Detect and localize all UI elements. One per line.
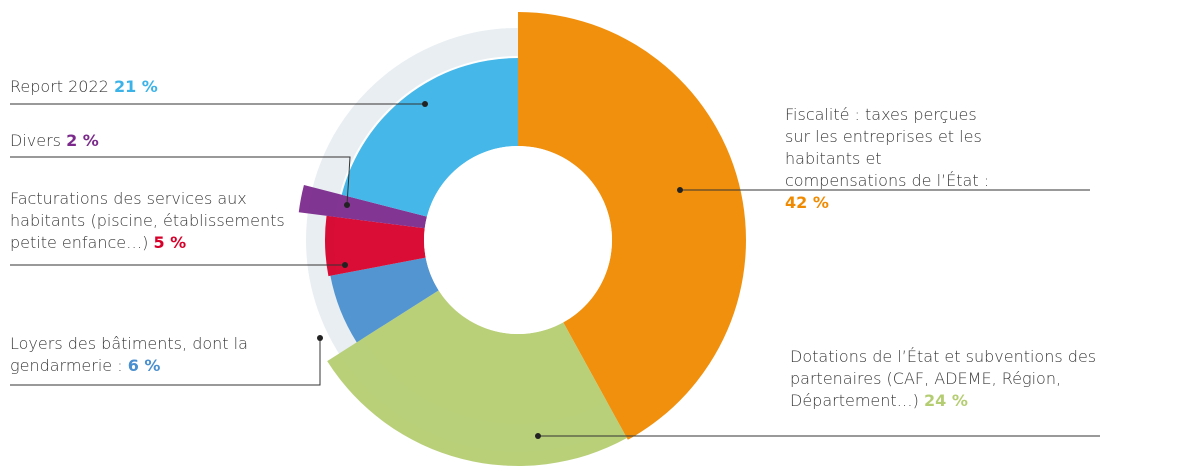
value-label: 2 %	[66, 131, 99, 150]
slice-label: Report 2022 21 %	[10, 76, 310, 98]
slice-label: Loyers des bâtiments, dont la gendarmeri…	[10, 333, 310, 377]
leader-dot	[317, 335, 323, 341]
value-label: 21 %	[114, 77, 158, 96]
leader-dot	[344, 202, 350, 208]
leader-dot	[422, 101, 428, 107]
category-label: Report 2022	[10, 77, 109, 96]
slice-label: Fiscalité : taxes perçues sur les entrep…	[785, 104, 1000, 214]
category-label: Fiscalité : taxes perçues sur les entrep…	[785, 105, 989, 190]
leader-dot	[535, 433, 541, 439]
value-label: 42 %	[785, 193, 829, 212]
page: Fiscalité : taxes perçues sur les entrep…	[0, 0, 1183, 471]
donut-hole	[424, 146, 612, 334]
slice-label: Dotations de l’État et subventions des p…	[790, 346, 1100, 412]
category-label: Facturations des services aux habitants …	[10, 189, 285, 252]
leader-dot	[677, 187, 683, 193]
value-label: 6 %	[128, 356, 161, 375]
category-label: Divers	[10, 131, 61, 150]
value-label: 24 %	[924, 391, 968, 410]
leader-dot	[342, 262, 348, 268]
slice-label: Divers 2 %	[10, 130, 310, 152]
slice-label: Facturations des services aux habitants …	[10, 188, 290, 254]
value-label: 5 %	[153, 233, 186, 252]
